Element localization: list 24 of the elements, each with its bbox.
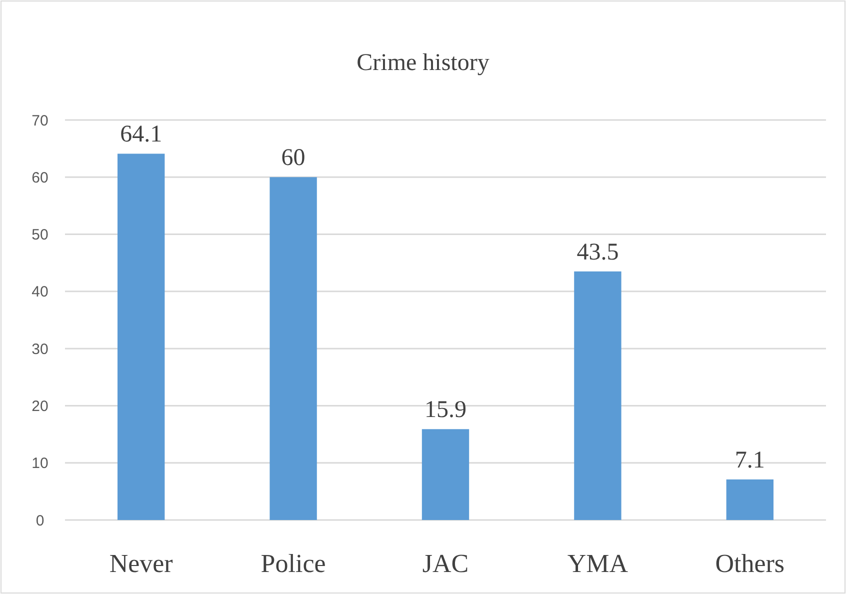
x-tick-label: Police xyxy=(260,549,326,578)
data-label: 43.5 xyxy=(576,239,619,266)
data-label: 15.9 xyxy=(424,397,466,424)
data-label: 64.1 xyxy=(120,122,162,148)
y-tick-label: 50 xyxy=(32,226,48,244)
y-tick-label: 60 xyxy=(32,169,48,186)
x-tick-label: Never xyxy=(109,549,174,578)
y-tick-label: 40 xyxy=(32,284,48,301)
data-label: 60 xyxy=(281,145,306,172)
y-tick-label: 70 xyxy=(32,112,48,130)
bar xyxy=(422,429,470,520)
data-label: 7.1 xyxy=(734,447,765,474)
y-tick-label: 0 xyxy=(36,512,44,530)
bar xyxy=(574,271,622,520)
y-tick-label: 10 xyxy=(32,455,48,472)
y-tick-label: 20 xyxy=(32,398,48,415)
x-tick-label: JAC xyxy=(422,549,469,578)
y-tick-label: 30 xyxy=(32,340,48,358)
x-tick-label: Others xyxy=(715,549,785,578)
bar xyxy=(118,154,165,520)
bar xyxy=(726,479,774,520)
x-tick-label: YMA xyxy=(567,549,628,578)
chart-title: Crime history xyxy=(356,50,490,76)
bar xyxy=(270,177,317,520)
